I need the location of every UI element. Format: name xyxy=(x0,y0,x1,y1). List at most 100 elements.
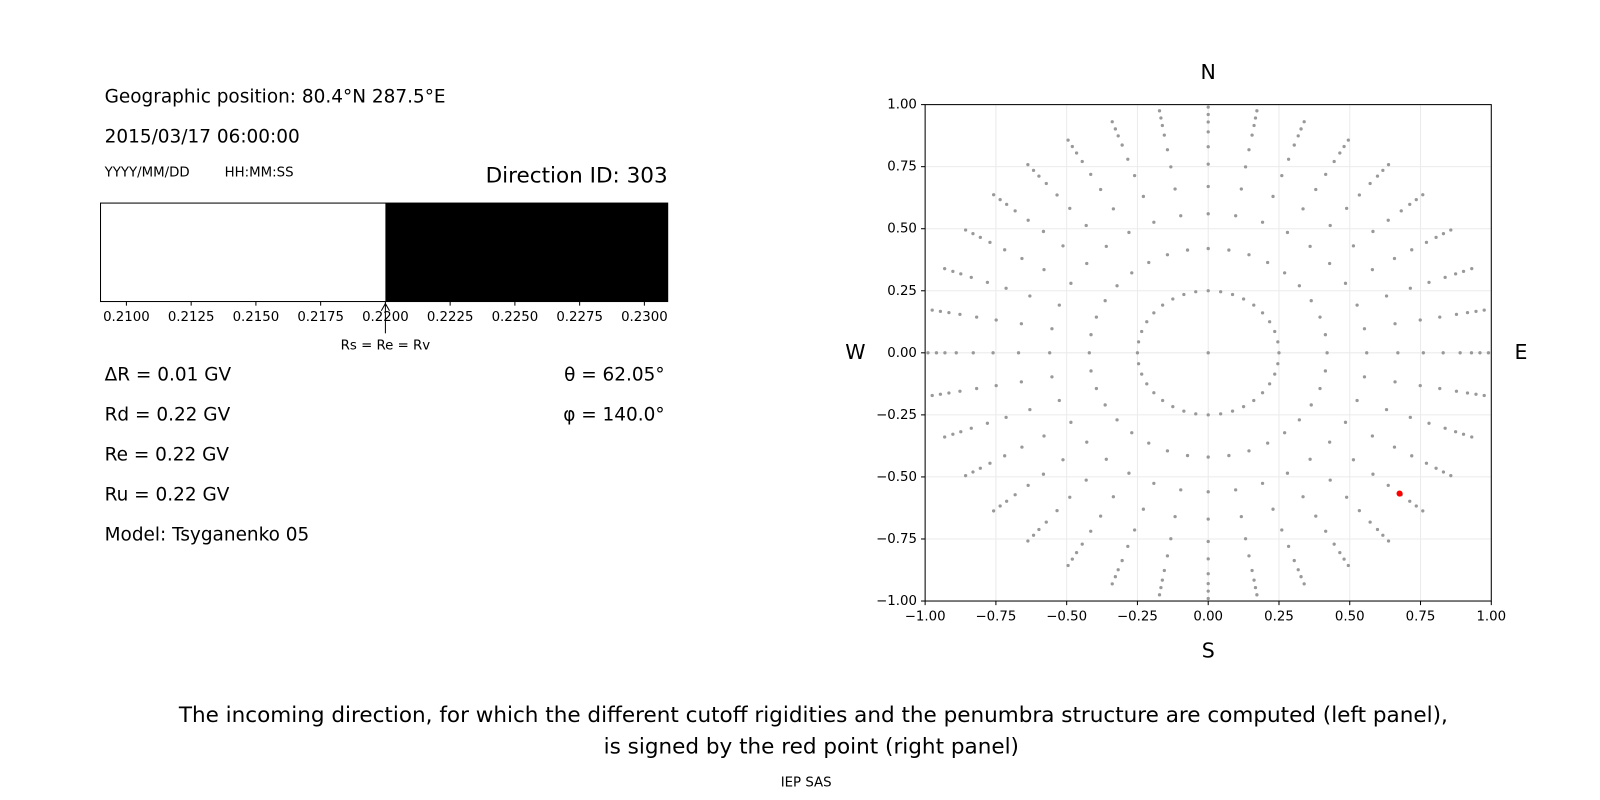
x-tick-label: 0.2300 xyxy=(621,310,668,325)
direction-point xyxy=(1285,471,1290,475)
direction-point xyxy=(1182,409,1186,413)
direction-point xyxy=(978,466,982,470)
direction-point xyxy=(943,267,947,271)
direction-point xyxy=(1057,398,1061,403)
direction-point xyxy=(1332,542,1336,546)
direction-point xyxy=(1160,123,1164,128)
direction-point xyxy=(934,351,939,355)
direction-point xyxy=(1314,514,1318,518)
direction-point xyxy=(1328,440,1332,444)
x-tick-label: 0.2225 xyxy=(427,310,474,325)
direction-point xyxy=(1026,539,1030,543)
y-tick-label: −0.25 xyxy=(876,408,917,423)
direction-point xyxy=(1351,244,1356,248)
direction-point xyxy=(1381,533,1385,537)
direction-point xyxy=(1219,412,1223,416)
direction-point xyxy=(1421,509,1425,513)
x-tick-label: 0.2125 xyxy=(168,310,215,325)
direction-point xyxy=(1084,223,1088,228)
direction-point xyxy=(971,351,975,355)
direction-point xyxy=(1393,380,1397,384)
direction-point xyxy=(1434,466,1438,470)
direction-point xyxy=(1098,514,1103,518)
direction-point xyxy=(1271,507,1275,511)
direction-point xyxy=(994,383,998,388)
direction-point xyxy=(1206,455,1210,459)
direction-point xyxy=(1234,488,1238,492)
direction-point xyxy=(1206,184,1210,189)
direction-point xyxy=(1152,391,1156,395)
direction-point xyxy=(1243,537,1248,541)
direction-point xyxy=(1019,380,1024,384)
direction-point xyxy=(1296,134,1300,138)
direction-point xyxy=(938,309,943,314)
direction-point xyxy=(1478,351,1482,355)
direction-point xyxy=(991,509,996,513)
direction-point xyxy=(1247,253,1251,257)
direction-point xyxy=(975,386,979,391)
direction-point xyxy=(1427,280,1431,284)
direction-point xyxy=(1346,563,1350,568)
x-tick-label: 0.75 xyxy=(1406,609,1436,624)
direction-point xyxy=(1342,557,1346,561)
direction-point xyxy=(1323,369,1328,373)
direction-point xyxy=(1206,572,1210,576)
direction-point xyxy=(958,389,962,393)
direction-label: S xyxy=(1202,638,1215,662)
direction-point xyxy=(1080,542,1084,546)
direction-point xyxy=(1227,453,1231,458)
direction-point xyxy=(1110,582,1114,586)
direction-point xyxy=(1061,244,1065,248)
direction-point xyxy=(1145,320,1149,324)
direction-point xyxy=(930,393,934,398)
direction-point xyxy=(1271,194,1275,199)
direction-point xyxy=(1332,159,1336,164)
direction-point xyxy=(1386,218,1390,222)
direction-point xyxy=(1241,297,1246,301)
direction-label: N xyxy=(1201,60,1216,84)
direction-point xyxy=(1147,441,1151,445)
direction-point xyxy=(1250,568,1254,573)
direction-point xyxy=(1247,554,1251,558)
direction-point xyxy=(1453,272,1458,276)
direction-point xyxy=(1041,229,1046,234)
direction-point xyxy=(1469,351,1474,355)
direction-point xyxy=(1410,454,1414,458)
direction-point xyxy=(1282,271,1287,275)
direction-point xyxy=(1206,351,1210,355)
x-tick-label: 1.00 xyxy=(1476,609,1506,624)
direction-point xyxy=(1160,303,1165,307)
direction-point xyxy=(1465,391,1470,395)
direction-point xyxy=(985,421,990,425)
re: Re = 0.22 GV xyxy=(105,444,230,465)
direction-point xyxy=(1005,202,1009,207)
direction-point xyxy=(959,430,963,434)
direction-point xyxy=(1324,172,1328,177)
direction-point xyxy=(971,470,975,474)
direction-point xyxy=(1048,351,1052,355)
arrow-head xyxy=(380,302,390,312)
direction-point xyxy=(1206,145,1210,149)
direction-point xyxy=(1362,327,1367,331)
direction-point xyxy=(1147,260,1151,265)
direction-point xyxy=(1136,362,1141,366)
direction-point xyxy=(1277,351,1281,355)
direction-point xyxy=(963,474,968,478)
direction-point xyxy=(998,198,1002,202)
direction-point xyxy=(1386,539,1391,543)
direction-point xyxy=(1418,318,1422,322)
direction-point xyxy=(1309,403,1313,407)
direction-point xyxy=(988,461,992,465)
direction-point xyxy=(1441,351,1445,355)
direction-point xyxy=(1206,289,1210,293)
direction-point xyxy=(1074,550,1079,555)
direction-point xyxy=(1344,206,1349,211)
direction-point xyxy=(1461,432,1466,436)
direction-point xyxy=(1185,248,1190,252)
direction-point xyxy=(1185,453,1190,458)
plot-frame xyxy=(100,202,669,303)
direction-point xyxy=(1116,568,1120,572)
direction-point xyxy=(1292,143,1296,147)
direction-point xyxy=(991,193,996,197)
